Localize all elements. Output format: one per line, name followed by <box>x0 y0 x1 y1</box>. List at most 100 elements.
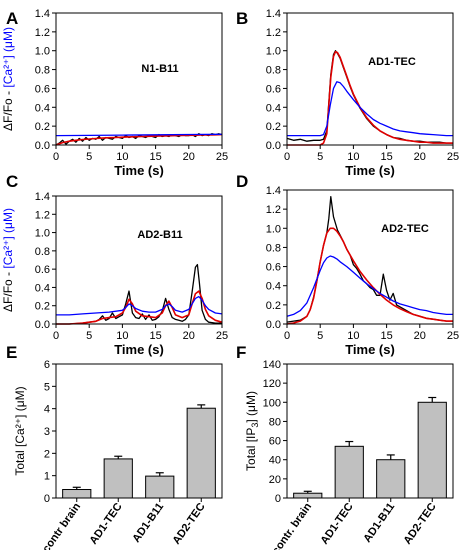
y-tick-label: 5 <box>44 381 50 393</box>
y-tick-label: 0.6 <box>266 83 281 95</box>
x-tick-label: 10 <box>116 330 128 342</box>
y-tick-label: 0.8 <box>266 242 281 254</box>
panel-letter: D <box>236 172 248 191</box>
x-tick-label: 0 <box>284 151 290 163</box>
y-axis-label-part: ΔF/Fo <box>1 279 15 312</box>
y-tick-label: 1.4 <box>266 185 281 197</box>
series-line-2 <box>55 133 223 137</box>
plot-frame <box>286 363 454 499</box>
y-axis-label-part: ] (μM) <box>244 391 258 423</box>
y-axis-label: ΔF/Fo - [Ca²⁺] (μM) <box>1 208 15 312</box>
category-label: AD1-TEC <box>319 501 356 547</box>
x-tick-label: 15 <box>149 151 161 163</box>
y-tick-label: 60 <box>269 436 281 448</box>
y-tick-label: 0 <box>275 493 281 505</box>
y-axis-label: ΔF/Fo - [Ca²⁺] (μM) <box>1 27 15 131</box>
category-label: AD1-B11 <box>361 501 397 545</box>
panel-letter: C <box>6 172 18 191</box>
bar <box>376 459 406 499</box>
y-tick-label: 0.2 <box>266 121 281 133</box>
y-axis-label-part: [Ca²⁺] (μM) <box>1 27 15 88</box>
series-line-2 <box>56 295 223 316</box>
x-axis-label: Time (s) <box>345 163 395 178</box>
series-line-0 <box>56 263 222 325</box>
category-label: AD1-TEC <box>88 501 125 547</box>
panel-letter: E <box>6 343 17 362</box>
x-tick-label: 20 <box>414 151 426 163</box>
x-tick-label: 25 <box>447 151 459 163</box>
chart-panel-b: B 0 5 10 15 20 25 0.0 0.2 0.4 0.6 0.8 1.0 1.2 1.4 Time … <box>236 8 459 178</box>
x-tick-label: 25 <box>216 151 228 163</box>
y-tick-label: 0.2 <box>35 301 50 313</box>
y-tick-label: 0.6 <box>35 83 50 95</box>
y-tick-label: 140 <box>263 359 281 371</box>
x-tick-label: 5 <box>86 330 92 342</box>
category-label: AD2-TEC <box>402 501 439 547</box>
panel-annotation: AD1-TEC <box>368 56 416 68</box>
x-tick-label: 25 <box>216 330 228 342</box>
chart-panel-c: C 0 5 10 15 20 25 0.0 0.2 0.4 0.6 0.8 1.0 1.2 1.4 Time … <box>1 172 228 357</box>
plot-frame <box>55 12 223 146</box>
x-tick-label: 10 <box>347 151 359 163</box>
x-axis-label: Time (s) <box>114 163 164 178</box>
bar <box>417 401 447 499</box>
y-tick-label: 20 <box>269 474 281 486</box>
x-tick-label: 10 <box>116 151 128 163</box>
panel-letter: A <box>6 9 18 28</box>
y-tick-label: 40 <box>269 455 281 467</box>
y-tick-label: 0.6 <box>35 264 50 276</box>
x-tick-label: 5 <box>317 151 323 163</box>
y-tick-label: 0 <box>44 493 50 505</box>
bar <box>145 475 175 499</box>
y-tick-label: 0.4 <box>266 281 281 293</box>
category-label: contr brain <box>40 501 83 550</box>
y-tick-label: 1.4 <box>35 191 50 203</box>
x-axis-label: Time (s) <box>114 342 164 357</box>
y-tick-label: 0.0 <box>35 319 50 331</box>
y-tick-label: 0.4 <box>35 282 50 294</box>
y-tick-label: 0.8 <box>266 65 281 77</box>
bar <box>334 445 364 499</box>
y-tick-label: 1 <box>44 471 50 483</box>
x-tick-label: 0 <box>284 330 290 342</box>
bar <box>186 407 216 499</box>
x-tick-label: 25 <box>447 330 459 342</box>
panel-annotation: AD2-TEC <box>381 223 429 235</box>
x-tick-label: 20 <box>414 330 426 342</box>
series-line-1 <box>287 50 453 146</box>
x-tick-label: 20 <box>183 330 195 342</box>
y-tick-label: 0.2 <box>266 300 281 312</box>
y-axis-label-part: Total [IP <box>244 428 258 471</box>
series-line-1 <box>286 227 453 325</box>
y-tick-label: 0.8 <box>35 65 50 77</box>
y-tick-label: 0.8 <box>35 246 50 258</box>
panel-annotation: AD2-B11 <box>137 229 182 241</box>
y-tick-label: 1.4 <box>266 8 281 20</box>
x-tick-label: 10 <box>347 330 359 342</box>
y-axis-label-separator: - <box>1 269 15 280</box>
y-axis-label: Total [Ca²⁺] (μM) <box>13 386 27 475</box>
y-tick-label: 80 <box>269 416 281 428</box>
bar <box>62 489 92 499</box>
panel-annotation: N1-B11 <box>141 63 178 75</box>
y-tick-label: 0.6 <box>266 262 281 274</box>
y-tick-label: 0.0 <box>35 140 50 152</box>
panel-letter: B <box>236 9 248 28</box>
y-tick-label: 1.2 <box>35 209 50 221</box>
y-tick-label: 1.0 <box>35 228 50 240</box>
y-tick-label: 3 <box>44 426 50 438</box>
series-line-2 <box>286 255 453 317</box>
y-tick-label: 0.0 <box>266 319 281 331</box>
plot-frame <box>286 189 454 325</box>
y-tick-label: 100 <box>263 397 281 409</box>
y-tick-label: 1.0 <box>266 223 281 235</box>
y-axis-label-subscript: 3 <box>250 423 260 428</box>
y-axis-label-part: ΔF/Fo <box>1 98 15 131</box>
x-tick-label: 0 <box>53 330 59 342</box>
chart-panel-d: D 0 5 10 15 20 25 0.0 0.2 0.4 0.6 0.8 1.0 1.2 1.4 Time … <box>236 172 459 357</box>
y-tick-label: 4 <box>44 404 50 416</box>
series-line-1 <box>55 133 223 146</box>
